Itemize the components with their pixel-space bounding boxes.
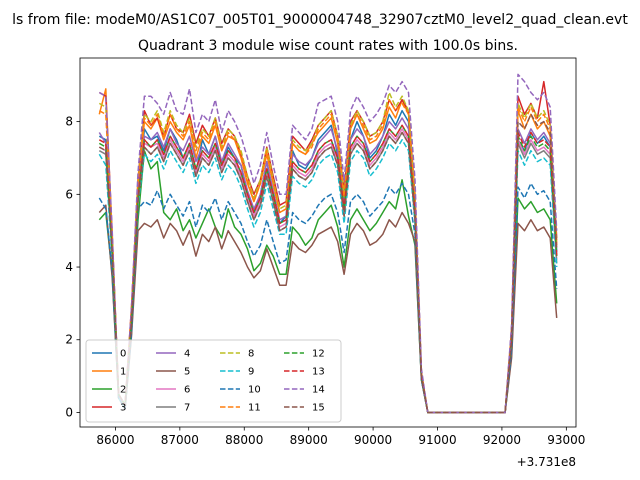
legend-label-14: 14 [312,385,325,396]
legend-label-8: 8 [248,349,254,360]
axes-frame [79,57,577,428]
y-tick-label: 4 [65,260,73,274]
y-tick-label: 8 [65,115,73,129]
x-tick-label: 93000 [547,433,585,447]
series-line-14 [98,73,558,414]
x-tick-label: 91000 [418,433,456,447]
y-tick-label: 0 [65,405,73,419]
legend-label-9: 9 [248,367,254,378]
plot-area [98,73,558,414]
x-tick-label: 92000 [483,433,521,447]
legend-label-5: 5 [184,367,190,378]
chart-title: Quadrant 3 module wise count rates with … [138,38,518,54]
legend-label-1: 1 [120,367,126,378]
legend-label-7: 7 [184,403,190,414]
axes: 86000 87000 88000 89000 90000 91000 92000 93000… [65,57,585,447]
y-tick-label: 2 [65,333,73,347]
x-tick-label: 90000 [354,433,392,447]
legend-label-13: 13 [312,367,325,378]
legend-label-4: 4 [184,349,190,360]
x-axis-offset-label: +3.731e8 [517,455,576,469]
legend-label-15: 15 [312,403,325,414]
legend-label-12: 12 [312,349,325,360]
legend-label-6: 6 [184,385,190,396]
legend-box [85,339,342,423]
legend-label-10: 10 [248,385,261,396]
x-tick-label: 86000 [96,433,134,447]
y-tick-label: 6 [65,187,73,201]
legend-label-11: 11 [248,403,261,414]
x-tick-label: 88000 [225,433,263,447]
x-tick-label: 87000 [161,433,199,447]
x-tick-label: 89000 [290,433,328,447]
legend-label-2: 2 [120,385,126,396]
figure-suptitle: ls from file: modeM0/AS1C07_005T01_90000… [12,12,628,28]
legend-label-0: 0 [120,349,126,360]
series-line-15 [98,113,558,414]
legend-label-3: 3 [120,403,126,414]
